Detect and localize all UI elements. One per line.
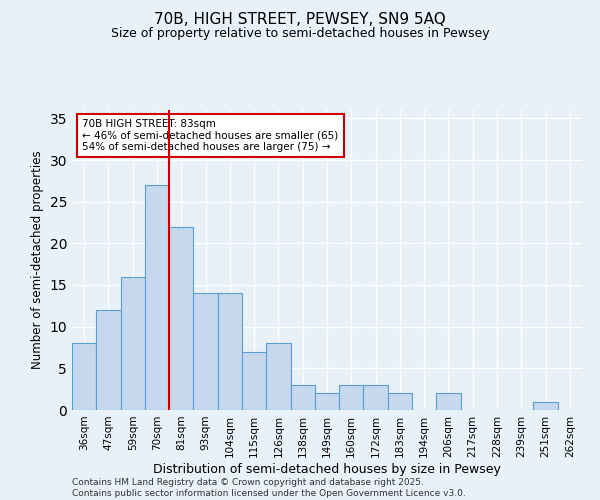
Bar <box>218 294 242 410</box>
Bar <box>339 385 364 410</box>
Bar <box>533 402 558 410</box>
Bar <box>145 185 169 410</box>
Bar <box>72 344 96 410</box>
X-axis label: Distribution of semi-detached houses by size in Pewsey: Distribution of semi-detached houses by … <box>153 462 501 475</box>
Bar <box>266 344 290 410</box>
Bar <box>169 226 193 410</box>
Y-axis label: Number of semi-detached properties: Number of semi-detached properties <box>31 150 44 370</box>
Bar <box>121 276 145 410</box>
Bar <box>193 294 218 410</box>
Text: 70B HIGH STREET: 83sqm
← 46% of semi-detached houses are smaller (65)
54% of sem: 70B HIGH STREET: 83sqm ← 46% of semi-det… <box>82 119 338 152</box>
Bar <box>436 394 461 410</box>
Bar <box>388 394 412 410</box>
Bar <box>315 394 339 410</box>
Bar <box>364 385 388 410</box>
Bar <box>242 352 266 410</box>
Text: 70B, HIGH STREET, PEWSEY, SN9 5AQ: 70B, HIGH STREET, PEWSEY, SN9 5AQ <box>154 12 446 28</box>
Bar <box>96 310 121 410</box>
Text: Contains HM Land Registry data © Crown copyright and database right 2025.
Contai: Contains HM Land Registry data © Crown c… <box>72 478 466 498</box>
Text: Size of property relative to semi-detached houses in Pewsey: Size of property relative to semi-detach… <box>110 28 490 40</box>
Bar <box>290 385 315 410</box>
